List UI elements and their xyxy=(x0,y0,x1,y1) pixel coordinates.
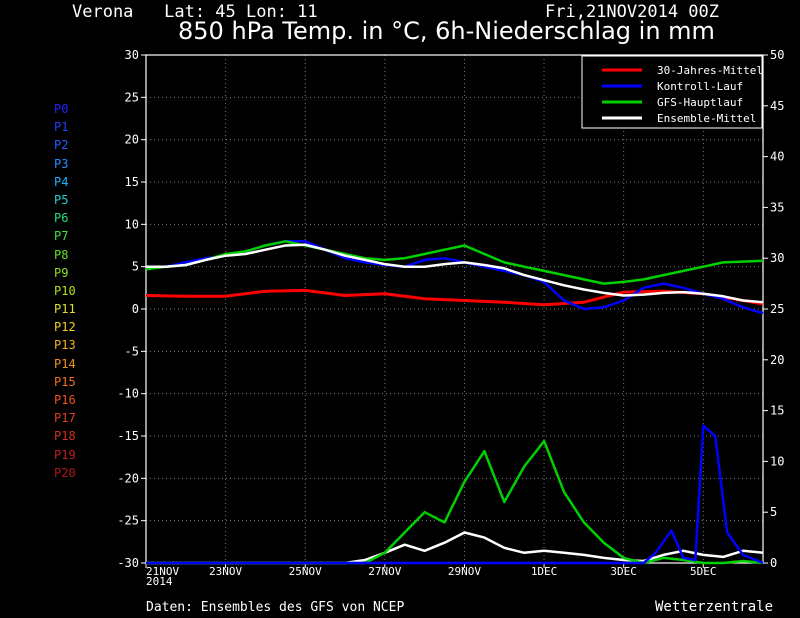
member-label: P0 xyxy=(54,102,69,116)
series-line-ensemble-mittel xyxy=(146,243,764,304)
member-label: P4 xyxy=(54,174,69,189)
member-label: P16 xyxy=(54,393,76,407)
member-label: P19 xyxy=(54,447,76,462)
y-left-tick-label: 25 xyxy=(125,90,139,104)
series-line-30-jahres-mittel xyxy=(145,288,764,307)
member-list: P0 P1 P2 P3 P4 P5 P6 P7 P8 P9 P10 P11 P12 P13 P14 P15 P1… xyxy=(54,100,76,482)
series-line-gfs-hauptlauf-niederschlag xyxy=(146,439,764,565)
station-label: Verona Lat: 45 Lon: 11 xyxy=(72,2,318,22)
member-label: P6 xyxy=(54,211,69,226)
y-left-tick-label: -5 xyxy=(125,344,139,358)
chart-title: 850 hPa Temp. in °C, 6h-Niederschlag in … xyxy=(178,17,715,45)
y-left-tick-label: -10 xyxy=(117,387,139,401)
member-label: P18 xyxy=(54,429,76,444)
y-right-tick-label: 5 xyxy=(770,505,777,519)
series-line-gfs-hauptlauf xyxy=(145,240,764,285)
y-left-tick-label: -15 xyxy=(117,429,139,443)
x-tick-label: 1DEC xyxy=(531,565,558,578)
y-left-tick-label: 15 xyxy=(125,175,139,189)
member-label: P8 xyxy=(54,247,69,262)
y-left-tick-label: 20 xyxy=(125,133,139,147)
y-right-tick-label: 40 xyxy=(770,150,784,164)
series-line-kontroll-lauf-niederschlag xyxy=(146,424,764,565)
x-tick-label: 25NOV xyxy=(289,565,322,578)
y-right-tick-label: 15 xyxy=(770,404,784,418)
x-tick-label: 23NOV xyxy=(209,565,242,578)
legend-label: GFS-Hauptlauf xyxy=(657,96,743,109)
y-left-tick-label: 10 xyxy=(125,217,139,231)
y-right-tick-label: 10 xyxy=(770,454,784,468)
member-label: P15 xyxy=(54,374,76,389)
member-label: P14 xyxy=(54,356,76,371)
member-label: P10 xyxy=(54,283,76,298)
data-source-label: Daten: Ensembles des GFS von NCEP xyxy=(146,600,405,615)
member-label: P12 xyxy=(54,320,76,335)
y-left-tick-label: -25 xyxy=(117,514,139,528)
legend-label: 30-Jahres-Mittel xyxy=(657,64,763,77)
legend-box xyxy=(581,55,763,129)
y-right-tick-label: 35 xyxy=(770,200,784,214)
y-left-tick-label: -30 xyxy=(117,556,139,570)
y-right-tick-label: 25 xyxy=(770,302,784,316)
member-label: P7 xyxy=(54,229,69,244)
member-label: P17 xyxy=(54,411,76,426)
y-right-tick-label: 50 xyxy=(770,48,784,62)
y-right-tick-label: 20 xyxy=(770,353,784,367)
y-right-tick-label: 0 xyxy=(770,556,777,570)
x-tick-label: 2014 xyxy=(146,575,173,588)
member-label: P5 xyxy=(54,192,69,207)
x-tick-label: 21NOV xyxy=(146,565,179,578)
member-label: P9 xyxy=(54,265,69,280)
x-tick-label: 3DEC xyxy=(610,565,637,578)
y-right-tick-label: 45 xyxy=(770,99,784,113)
y-left-tick-label: 30 xyxy=(125,48,139,62)
run-time-label: Fri,21NOV2014 00Z xyxy=(545,2,719,22)
y-left-tick-label: -20 xyxy=(117,471,139,485)
member-label: P3 xyxy=(54,156,69,171)
y-left-tick-label: 0 xyxy=(132,302,139,316)
x-tick-label: 5DEC xyxy=(690,565,717,578)
member-label: P11 xyxy=(54,302,76,317)
x-tick-label: 27NOV xyxy=(368,565,401,578)
member-label: P1 xyxy=(54,120,69,135)
series-line-ensemble-mittel-niederschlag xyxy=(146,531,764,565)
legend-label: Ensemble-Mittel xyxy=(657,112,756,125)
member-label: P2 xyxy=(54,138,69,153)
member-label: P20 xyxy=(54,465,76,480)
member-label: P13 xyxy=(54,338,76,353)
legend-label: Kontroll-Lauf xyxy=(657,80,743,93)
brand-label: Wetterzentrale xyxy=(655,599,774,615)
y-right-tick-label: 30 xyxy=(770,251,784,265)
y-left-tick-label: 5 xyxy=(132,260,139,274)
x-tick-label: 29NOV xyxy=(448,565,481,578)
